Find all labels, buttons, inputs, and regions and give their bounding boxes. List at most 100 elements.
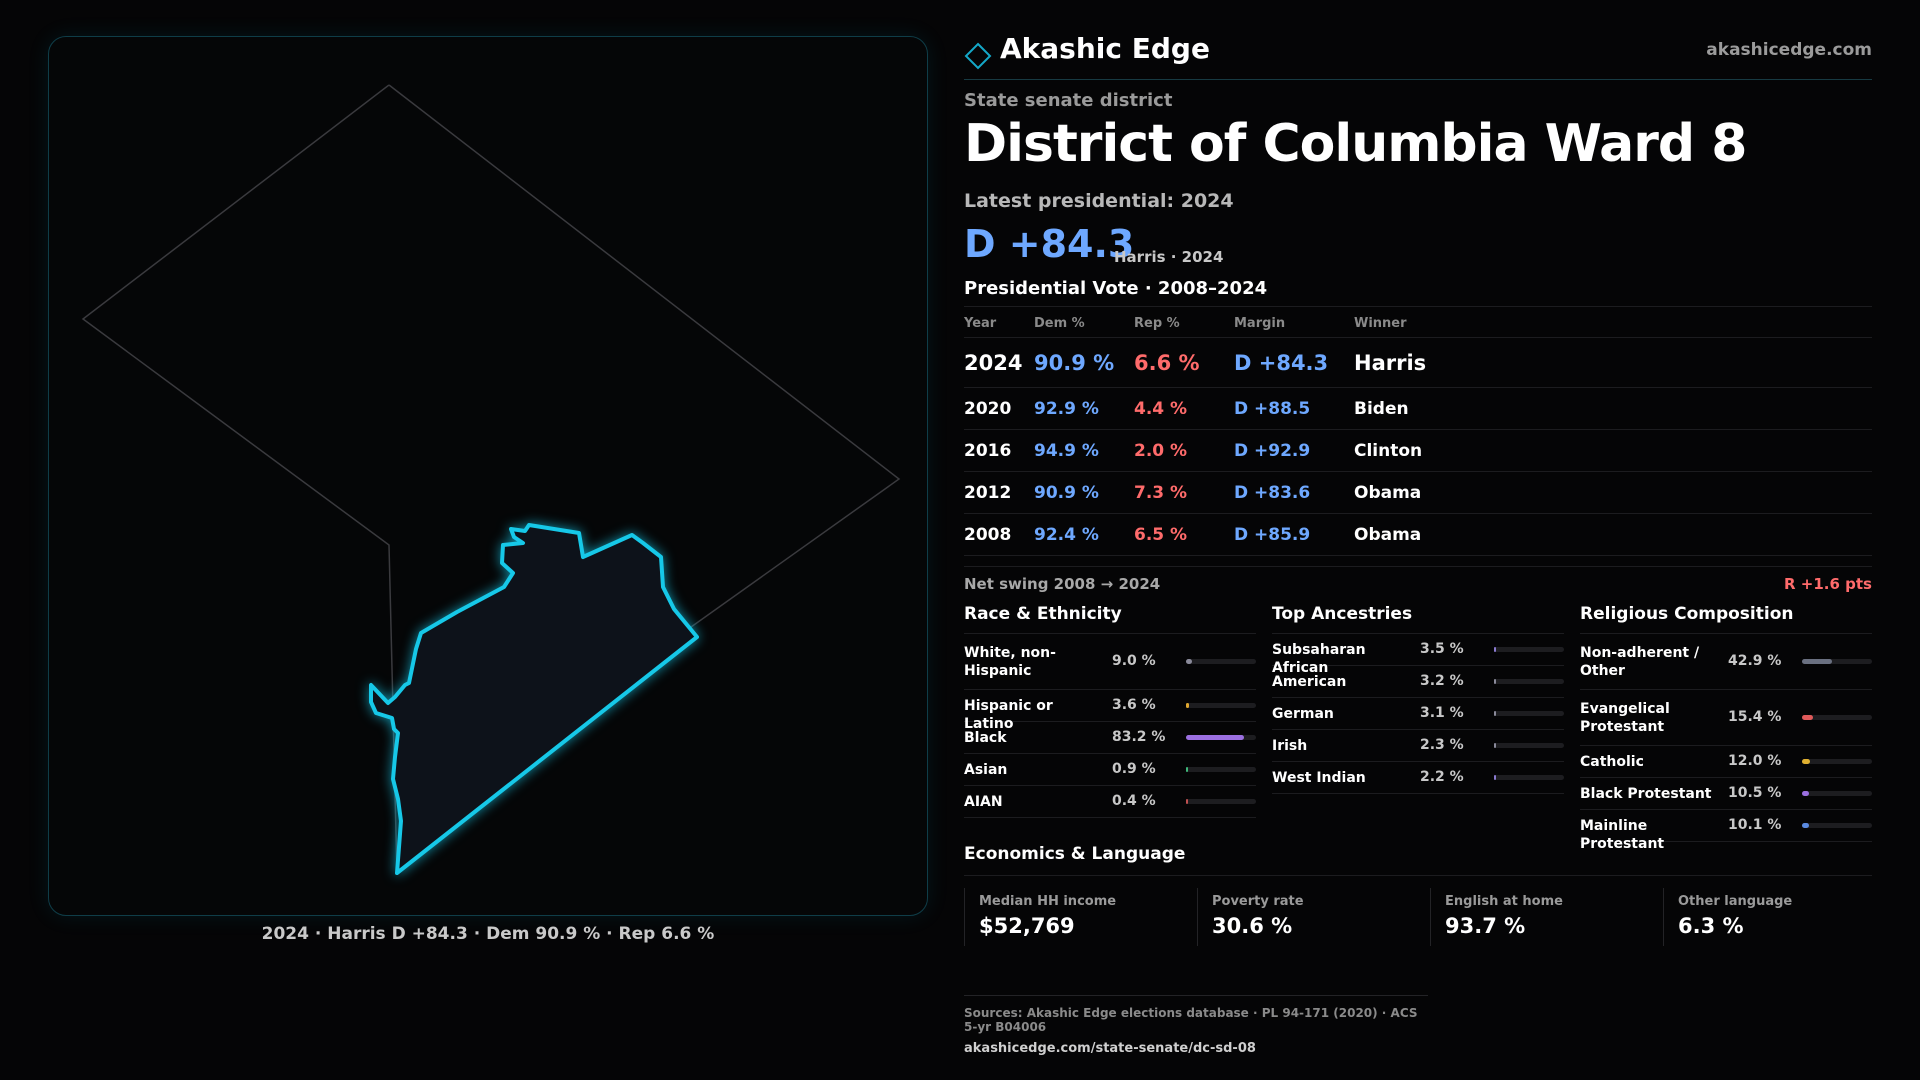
progress-fill xyxy=(1186,703,1189,708)
progress-fill xyxy=(1802,659,1832,664)
progress-track xyxy=(1186,659,1256,664)
progress-track xyxy=(1802,659,1872,664)
item-value: 83.2 % xyxy=(1112,729,1166,745)
presidential-vote-title: Presidential Vote · 2008–2024 xyxy=(964,278,1268,299)
item-value: 9.0 % xyxy=(1112,653,1156,669)
item-label: Black xyxy=(964,730,1007,746)
table-row: 2012 90.9 % 7.3 % D +83.6 Obama xyxy=(964,472,1872,514)
row-dem: 90.9 % xyxy=(1034,483,1099,503)
col-margin: Margin xyxy=(1234,316,1286,331)
item-value: 3.5 % xyxy=(1420,641,1464,657)
item-value: 3.6 % xyxy=(1112,697,1156,713)
list-item: White, non-Hispanic 9.0 % xyxy=(964,634,1256,690)
progress-track xyxy=(1802,791,1872,796)
stat-card-other-language: Other language 6.3 % xyxy=(1663,888,1883,946)
progress-track xyxy=(1494,679,1564,684)
item-label: Irish xyxy=(1272,738,1308,754)
stat-value: 93.7 % xyxy=(1445,914,1526,938)
list-item: Subsaharan African 3.5 % xyxy=(1272,634,1564,676)
brand-bar: Akashic Edge akashicedge.com xyxy=(964,30,1872,80)
item-label: American xyxy=(1272,674,1347,690)
progress-track xyxy=(1186,767,1256,772)
row-margin: D +92.9 xyxy=(1234,441,1311,461)
diamond-outline-icon xyxy=(964,42,992,70)
brand-name[interactable]: Akashic Edge xyxy=(1000,32,1210,65)
progress-fill xyxy=(1802,791,1809,796)
brand-url-link[interactable]: akashicedge.com xyxy=(1706,40,1872,60)
row-winner: Biden xyxy=(1354,399,1409,419)
row-margin: D +88.5 xyxy=(1234,399,1311,419)
list-item: West Indian 2.2 % xyxy=(1272,762,1564,794)
row-rep: 6.6 % xyxy=(1134,351,1200,375)
progress-track xyxy=(1186,703,1256,708)
row-year: 2016 xyxy=(964,441,1012,461)
item-label: Hispanic or Latino xyxy=(964,698,1053,732)
item-label: West Indian xyxy=(1272,770,1366,786)
stat-value: $52,769 xyxy=(979,914,1075,938)
dc-outline-west xyxy=(81,84,398,876)
ancestries-section: Top Ancestries Subsaharan African 3.5 % … xyxy=(1272,602,1564,794)
stat-card-english: English at home 93.7 % xyxy=(1430,888,1650,946)
net-swing-value: R +1.6 pts xyxy=(1784,575,1872,593)
district-map-svg xyxy=(81,84,901,876)
page-url-link[interactable]: akashicedge.com/state-senate/dc-sd-08 xyxy=(964,1041,1256,1056)
progress-fill xyxy=(1802,759,1810,764)
item-label: White, non-Hispanic xyxy=(964,645,1056,679)
item-label: Black Protestant xyxy=(1580,786,1712,802)
stat-card-income: Median HH income $52,769 xyxy=(964,888,1184,946)
list-item: Evangelical Protestant 15.4 % xyxy=(1580,690,1872,746)
row-year: 2020 xyxy=(964,399,1012,419)
progress-fill xyxy=(1186,799,1188,804)
list-item: American 3.2 % xyxy=(1272,666,1564,698)
district-map xyxy=(48,36,928,916)
stat-label: Other language xyxy=(1678,894,1793,909)
row-year: 2012 xyxy=(964,483,1012,503)
religion-section: Religious Composition Non-adherent / Oth… xyxy=(1580,602,1872,852)
progress-track xyxy=(1802,715,1872,720)
table-row: 2020 92.9 % 4.4 % D +88.5 Biden xyxy=(964,388,1872,430)
table-row: 2024 90.9 % 6.6 % D +84.3 Harris xyxy=(964,338,1872,388)
item-label: Mainline Protestant xyxy=(1580,818,1665,852)
item-label: Catholic xyxy=(1580,754,1644,770)
row-rep: 7.3 % xyxy=(1134,483,1188,503)
progress-fill xyxy=(1186,735,1244,740)
item-value: 10.5 % xyxy=(1728,785,1782,801)
progress-fill xyxy=(1186,659,1192,664)
item-value: 10.1 % xyxy=(1728,817,1782,833)
row-dem: 92.4 % xyxy=(1034,525,1099,545)
list-item: Asian 0.9 % xyxy=(964,754,1256,786)
row-year: 2008 xyxy=(964,525,1012,545)
stat-label: Median HH income xyxy=(979,894,1117,909)
progress-fill xyxy=(1494,711,1496,716)
progress-fill xyxy=(1494,743,1496,748)
item-label: AIAN xyxy=(964,794,1003,810)
page-title: District of Columbia Ward 8 xyxy=(964,114,1747,174)
list-item: AIAN 0.4 % xyxy=(964,786,1256,818)
stat-label: English at home xyxy=(1445,894,1563,909)
col-rep: Rep % xyxy=(1134,316,1180,331)
item-value: 3.2 % xyxy=(1420,673,1464,689)
row-margin: D +85.9 xyxy=(1234,525,1311,545)
progress-track xyxy=(1494,647,1564,652)
list-item: Hispanic or Latino 3.6 % xyxy=(964,690,1256,732)
latest-presidential: Latest presidential: 2024 xyxy=(964,190,1234,212)
list-item: Mainline Protestant 10.1 % xyxy=(1580,810,1872,852)
net-swing: Net swing 2008 → 2024 R +1.6 pts xyxy=(964,566,1872,598)
list-item: Irish 2.3 % xyxy=(1272,730,1564,762)
table-row: 2016 94.9 % 2.0 % D +92.9 Clinton xyxy=(964,430,1872,472)
headline-margin: D +84.3 xyxy=(964,222,1135,266)
row-margin: D +83.6 xyxy=(1234,483,1311,503)
table-header: Year Dem % Rep % Margin Winner xyxy=(964,306,1872,338)
row-winner: Clinton xyxy=(1354,441,1423,461)
progress-fill xyxy=(1802,715,1813,720)
sources-text: Sources: Akashic Edge elections database… xyxy=(964,1006,1418,1034)
map-caption: 2024 · Harris D +84.3 · Dem 90.9 % · Rep… xyxy=(261,924,715,944)
item-label: Asian xyxy=(964,762,1008,778)
table-row: 2008 92.4 % 6.5 % D +85.9 Obama xyxy=(964,514,1872,556)
progress-track xyxy=(1494,743,1564,748)
row-year: 2024 xyxy=(964,351,1023,375)
race-ethnicity-section: Race & Ethnicity White, non-Hispanic 9.0… xyxy=(964,602,1256,818)
row-margin: D +84.3 xyxy=(1234,351,1329,375)
row-dem: 90.9 % xyxy=(1034,351,1115,375)
row-dem: 94.9 % xyxy=(1034,441,1099,461)
